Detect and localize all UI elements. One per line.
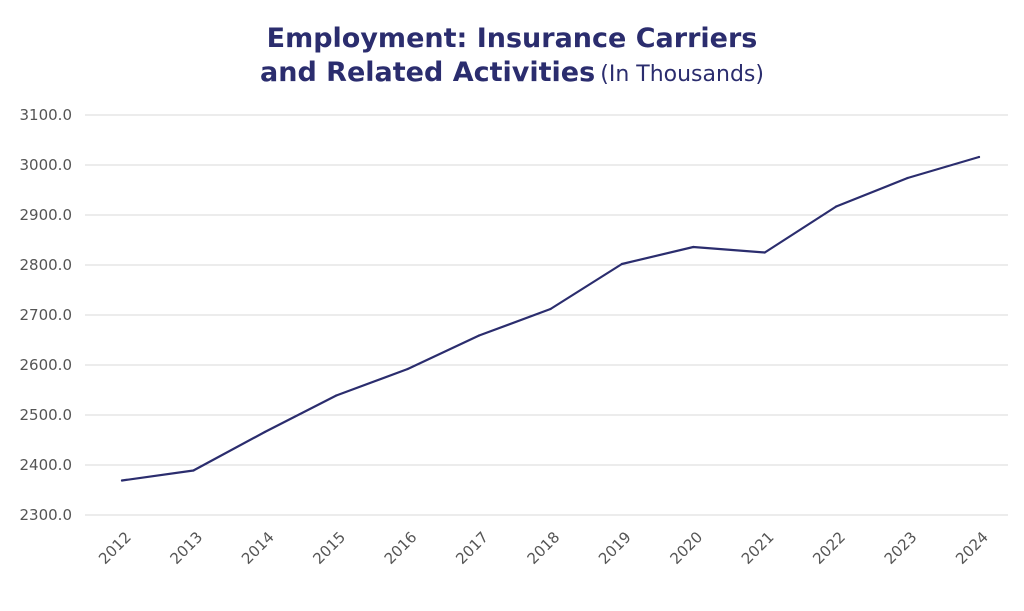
- data-point: [335, 394, 338, 397]
- data-point: [120, 479, 124, 482]
- data-point: [763, 251, 766, 254]
- y-tick-label: 2700.0: [20, 306, 73, 324]
- data-point: [549, 307, 552, 311]
- x-tick-label: 2022: [809, 528, 849, 568]
- x-tick-label: 2013: [167, 528, 207, 568]
- y-tick-label: 2300.0: [20, 506, 73, 524]
- chart-title-line1: Employment: Insurance Carriers: [266, 23, 758, 54]
- x-tick-label: 2024: [952, 528, 992, 568]
- series-line: [120, 155, 981, 482]
- data-point: [263, 430, 266, 434]
- data-point: [192, 469, 195, 472]
- y-tick-label: 2600.0: [20, 356, 73, 374]
- data-point: [835, 205, 838, 208]
- data-point: [977, 155, 981, 159]
- x-tick-label: 2015: [309, 528, 349, 568]
- x-tick-label: 2012: [95, 528, 135, 568]
- y-tick-label: 2900.0: [20, 206, 73, 224]
- y-tick-label: 2400.0: [20, 456, 73, 474]
- chart-title-line2: and Related Activities: [260, 57, 596, 88]
- data-point: [406, 367, 409, 371]
- y-tick-label: 2800.0: [20, 256, 73, 274]
- x-tick-label: 2019: [595, 528, 635, 568]
- chart-title-unit: (In Thousands): [600, 62, 764, 87]
- x-tick-label: 2016: [381, 528, 421, 568]
- data-point: [692, 245, 695, 249]
- data-point: [906, 176, 909, 180]
- x-tick-label: 2014: [238, 528, 278, 568]
- x-tick-label: 2021: [738, 528, 778, 568]
- y-tick-label: 3000.0: [20, 156, 73, 174]
- chart-title: Employment: Insurance Carriers and Relat…: [0, 22, 1024, 93]
- x-tick-label: 2020: [666, 528, 706, 568]
- y-tick-label: 3100.0: [20, 106, 73, 124]
- data-point: [477, 334, 481, 337]
- x-tick-label: 2017: [452, 528, 492, 568]
- y-tick-label: 2500.0: [20, 406, 73, 424]
- x-tick-label: 2018: [524, 528, 564, 568]
- data-point: [620, 262, 624, 266]
- x-tick-label: 2023: [881, 528, 921, 568]
